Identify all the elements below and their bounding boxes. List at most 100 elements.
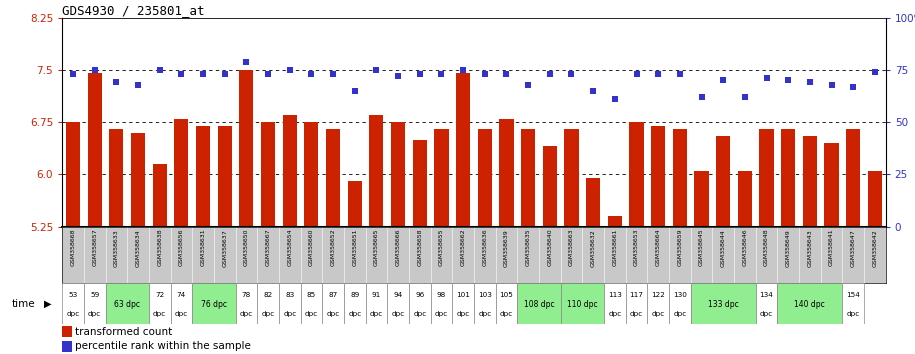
Point bbox=[586, 88, 600, 93]
Text: GSM358649: GSM358649 bbox=[786, 229, 791, 267]
Text: 63 dpc: 63 dpc bbox=[114, 300, 140, 309]
Text: GSM358635: GSM358635 bbox=[525, 229, 531, 267]
Text: GSM358650: GSM358650 bbox=[244, 229, 249, 266]
Bar bbox=[651, 126, 665, 227]
Text: GSM358656: GSM358656 bbox=[179, 229, 184, 266]
Point bbox=[759, 75, 774, 81]
Text: 76 dpc: 76 dpc bbox=[201, 300, 227, 309]
Point bbox=[261, 71, 275, 77]
Bar bbox=[413, 139, 426, 227]
Text: 74: 74 bbox=[177, 292, 186, 298]
Bar bbox=[409, 283, 431, 324]
Text: GSM358660: GSM358660 bbox=[309, 229, 314, 266]
Bar bbox=[867, 171, 882, 227]
Bar bbox=[240, 70, 253, 227]
Text: 110 dpc: 110 dpc bbox=[567, 300, 597, 309]
Text: dpc: dpc bbox=[327, 311, 339, 317]
Text: dpc: dpc bbox=[673, 311, 686, 317]
Bar bbox=[737, 171, 752, 227]
Bar bbox=[66, 122, 81, 227]
Text: 105: 105 bbox=[500, 292, 513, 298]
Bar bbox=[604, 283, 626, 324]
Point bbox=[304, 71, 318, 77]
Text: dpc: dpc bbox=[479, 311, 491, 317]
Bar bbox=[305, 122, 318, 227]
Bar bbox=[105, 283, 149, 324]
Text: dpc: dpc bbox=[435, 311, 448, 317]
Bar bbox=[431, 283, 452, 324]
Bar bbox=[496, 283, 517, 324]
Text: GSM358634: GSM358634 bbox=[135, 229, 141, 267]
Text: dpc: dpc bbox=[88, 311, 102, 317]
Point bbox=[543, 71, 557, 77]
Text: dpc: dpc bbox=[175, 311, 188, 317]
Point bbox=[500, 71, 514, 77]
Point bbox=[737, 94, 752, 100]
Bar bbox=[257, 283, 279, 324]
Text: dpc: dpc bbox=[392, 311, 404, 317]
Text: 91: 91 bbox=[371, 292, 381, 298]
Bar bbox=[149, 283, 170, 324]
Bar bbox=[153, 164, 167, 227]
Bar bbox=[88, 73, 102, 227]
Bar bbox=[543, 147, 557, 227]
Text: GSM358668: GSM358668 bbox=[70, 229, 76, 266]
Point bbox=[196, 71, 210, 77]
Point bbox=[716, 78, 730, 83]
Bar bbox=[366, 283, 387, 324]
Bar bbox=[261, 122, 275, 227]
Bar bbox=[846, 129, 860, 227]
Bar bbox=[326, 129, 340, 227]
Bar bbox=[279, 283, 301, 324]
Text: GSM358644: GSM358644 bbox=[721, 229, 726, 267]
Bar bbox=[843, 283, 864, 324]
Text: 53: 53 bbox=[69, 292, 78, 298]
Bar bbox=[694, 171, 708, 227]
Bar bbox=[370, 115, 383, 227]
Text: GSM358639: GSM358639 bbox=[504, 229, 509, 267]
Text: GSM358646: GSM358646 bbox=[742, 229, 748, 267]
Bar bbox=[756, 283, 778, 324]
Point bbox=[565, 71, 579, 77]
Bar bbox=[322, 283, 344, 324]
Bar bbox=[626, 283, 647, 324]
Text: 89: 89 bbox=[350, 292, 360, 298]
Text: GSM358665: GSM358665 bbox=[374, 229, 379, 266]
Point bbox=[673, 71, 687, 77]
Point bbox=[802, 80, 817, 85]
Bar bbox=[691, 283, 756, 324]
Text: GSM358652: GSM358652 bbox=[330, 229, 336, 267]
Text: GSM358631: GSM358631 bbox=[200, 229, 206, 267]
Text: 133 dpc: 133 dpc bbox=[708, 300, 738, 309]
Text: 130: 130 bbox=[673, 292, 687, 298]
Point bbox=[478, 71, 492, 77]
Text: GSM358636: GSM358636 bbox=[482, 229, 488, 267]
Text: 83: 83 bbox=[285, 292, 295, 298]
Text: 122: 122 bbox=[651, 292, 665, 298]
Bar bbox=[587, 178, 600, 227]
Point bbox=[651, 71, 665, 77]
Text: 72: 72 bbox=[156, 292, 165, 298]
Bar bbox=[781, 129, 795, 227]
Text: 85: 85 bbox=[307, 292, 316, 298]
Point bbox=[456, 67, 470, 73]
Bar bbox=[391, 122, 405, 227]
Text: GDS4930 / 235801_at: GDS4930 / 235801_at bbox=[62, 4, 205, 17]
Bar bbox=[131, 133, 145, 227]
Text: GSM358667: GSM358667 bbox=[265, 229, 271, 267]
Bar bbox=[630, 122, 643, 227]
Bar bbox=[235, 283, 257, 324]
Point bbox=[413, 71, 427, 77]
Text: dpc: dpc bbox=[240, 311, 253, 317]
Text: 96: 96 bbox=[415, 292, 425, 298]
Text: GSM358648: GSM358648 bbox=[764, 229, 769, 267]
Text: 140 dpc: 140 dpc bbox=[794, 300, 825, 309]
Text: 101: 101 bbox=[457, 292, 470, 298]
Point bbox=[845, 84, 860, 90]
Text: GSM358632: GSM358632 bbox=[591, 229, 596, 267]
Text: GSM358655: GSM358655 bbox=[439, 229, 444, 266]
Text: GSM358651: GSM358651 bbox=[352, 229, 357, 266]
Bar bbox=[647, 283, 669, 324]
Text: GSM358647: GSM358647 bbox=[851, 229, 856, 267]
Point bbox=[174, 71, 188, 77]
